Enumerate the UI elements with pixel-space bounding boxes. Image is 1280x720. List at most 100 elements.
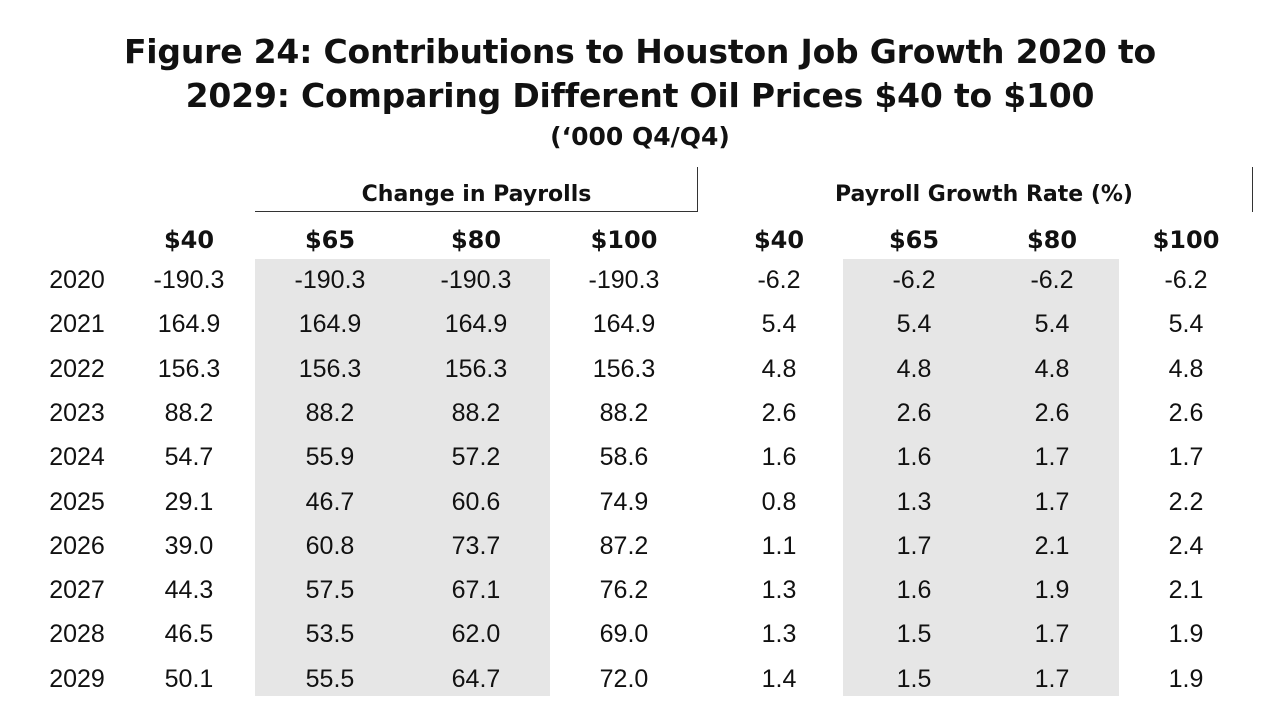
cell-growth-40-2027: 1.3 xyxy=(761,576,797,604)
row-year-2024: 2024 xyxy=(49,443,105,471)
chart-title: Figure 24: Contributions to Houston Job … xyxy=(0,30,1280,154)
col-head-growth-65: $65 xyxy=(888,226,940,254)
cell-payrolls-65-2029: 55.5 xyxy=(305,665,355,693)
group-header-growth: Payroll Growth Rate (%) xyxy=(835,182,1133,207)
row-year-2020: 2020 xyxy=(49,266,105,294)
cell-growth-100-2024: 1.7 xyxy=(1168,443,1204,471)
row-year-2022: 2022 xyxy=(49,355,105,383)
group-header-payrolls: Change in Payrolls xyxy=(361,182,592,207)
payrolls-header-underline xyxy=(255,211,698,212)
cell-payrolls-100-2024: 58.6 xyxy=(599,443,649,471)
cell-payrolls-65-2021: 164.9 xyxy=(298,310,362,338)
row-year-2025: 2025 xyxy=(49,488,105,516)
cell-growth-65-2025: 1.3 xyxy=(896,488,932,516)
cell-payrolls-40-2025: 29.1 xyxy=(164,488,214,516)
cell-growth-40-2029: 1.4 xyxy=(761,665,797,693)
cell-payrolls-100-2020: -190.3 xyxy=(588,266,660,294)
cell-payrolls-65-2020: -190.3 xyxy=(294,266,366,294)
cell-growth-65-2021: 5.4 xyxy=(896,310,932,338)
cell-growth-65-2027: 1.6 xyxy=(896,576,932,604)
cell-growth-80-2025: 1.7 xyxy=(1034,488,1070,516)
cell-payrolls-40-2024: 54.7 xyxy=(164,443,214,471)
col-head-payrolls-100: $100 xyxy=(590,226,658,254)
cell-growth-40-2022: 4.8 xyxy=(761,355,797,383)
row-year-2021: 2021 xyxy=(49,310,105,338)
cell-growth-40-2021: 5.4 xyxy=(761,310,797,338)
cell-growth-100-2022: 4.8 xyxy=(1168,355,1204,383)
cell-growth-40-2026: 1.1 xyxy=(761,532,797,560)
cell-growth-100-2020: -6.2 xyxy=(1164,266,1208,294)
cell-payrolls-40-2021: 164.9 xyxy=(157,310,221,338)
shade-payrolls-65-80 xyxy=(255,259,550,696)
cell-growth-40-2025: 0.8 xyxy=(761,488,797,516)
chart-subtitle: (‘000 Q4/Q4) xyxy=(550,122,730,151)
cell-growth-80-2026: 2.1 xyxy=(1034,532,1070,560)
cell-growth-80-2020: -6.2 xyxy=(1030,266,1074,294)
cell-payrolls-65-2023: 88.2 xyxy=(305,399,355,427)
cell-payrolls-80-2023: 88.2 xyxy=(451,399,501,427)
cell-growth-100-2021: 5.4 xyxy=(1168,310,1204,338)
cell-growth-100-2026: 2.4 xyxy=(1168,532,1204,560)
cell-growth-100-2028: 1.9 xyxy=(1168,620,1204,648)
cell-payrolls-40-2023: 88.2 xyxy=(164,399,214,427)
cell-payrolls-100-2021: 164.9 xyxy=(592,310,656,338)
cell-growth-80-2024: 1.7 xyxy=(1034,443,1070,471)
cell-payrolls-100-2027: 76.2 xyxy=(599,576,649,604)
cell-growth-40-2024: 1.6 xyxy=(761,443,797,471)
cell-payrolls-80-2022: 156.3 xyxy=(444,355,508,383)
cell-payrolls-80-2028: 62.0 xyxy=(451,620,501,648)
cell-growth-65-2020: -6.2 xyxy=(892,266,936,294)
row-year-2026: 2026 xyxy=(49,532,105,560)
shade-growth-65-80 xyxy=(843,259,1119,696)
cell-growth-40-2023: 2.6 xyxy=(761,399,797,427)
cell-payrolls-65-2027: 57.5 xyxy=(305,576,355,604)
cell-payrolls-65-2025: 46.7 xyxy=(305,488,355,516)
cell-growth-40-2020: -6.2 xyxy=(757,266,801,294)
cell-growth-80-2021: 5.4 xyxy=(1034,310,1070,338)
cell-payrolls-100-2022: 156.3 xyxy=(592,355,656,383)
cell-payrolls-80-2029: 64.7 xyxy=(451,665,501,693)
cell-payrolls-100-2026: 87.2 xyxy=(599,532,649,560)
row-year-2028: 2028 xyxy=(49,620,105,648)
cell-payrolls-100-2028: 69.0 xyxy=(599,620,649,648)
cell-payrolls-80-2020: -190.3 xyxy=(440,266,512,294)
cell-payrolls-40-2020: -190.3 xyxy=(153,266,225,294)
cell-payrolls-80-2024: 57.2 xyxy=(451,443,501,471)
cell-payrolls-40-2026: 39.0 xyxy=(164,532,214,560)
cell-growth-65-2024: 1.6 xyxy=(896,443,932,471)
cell-growth-100-2027: 2.1 xyxy=(1168,576,1204,604)
cell-payrolls-40-2028: 46.5 xyxy=(164,620,214,648)
cell-growth-80-2022: 4.8 xyxy=(1034,355,1070,383)
cell-payrolls-40-2022: 156.3 xyxy=(157,355,221,383)
cell-payrolls-65-2024: 55.9 xyxy=(305,443,355,471)
cell-payrolls-100-2029: 72.0 xyxy=(599,665,649,693)
cell-growth-80-2027: 1.9 xyxy=(1034,576,1070,604)
cell-growth-80-2023: 2.6 xyxy=(1034,399,1070,427)
col-head-growth-80: $80 xyxy=(1026,226,1078,254)
cell-growth-80-2029: 1.7 xyxy=(1034,665,1070,693)
cell-payrolls-40-2029: 50.1 xyxy=(164,665,214,693)
cell-growth-65-2028: 1.5 xyxy=(896,620,932,648)
cell-growth-80-2028: 1.7 xyxy=(1034,620,1070,648)
cell-growth-100-2029: 1.9 xyxy=(1168,665,1204,693)
cell-payrolls-100-2023: 88.2 xyxy=(599,399,649,427)
cell-payrolls-100-2025: 74.9 xyxy=(599,488,649,516)
cell-payrolls-65-2026: 60.8 xyxy=(305,532,355,560)
growth-header-divider xyxy=(1252,167,1253,212)
cell-growth-40-2028: 1.3 xyxy=(761,620,797,648)
title-line-1: Figure 24: Contributions to Houston Job … xyxy=(123,32,1157,71)
payrolls-header-divider xyxy=(697,167,698,212)
col-head-payrolls-80: $80 xyxy=(450,226,502,254)
cell-payrolls-80-2026: 73.7 xyxy=(451,532,501,560)
row-year-2029: 2029 xyxy=(49,665,105,693)
cell-payrolls-40-2027: 44.3 xyxy=(164,576,214,604)
cell-growth-65-2026: 1.7 xyxy=(896,532,932,560)
title-line-2: 2029: Comparing Different Oil Prices $40… xyxy=(185,76,1095,115)
cell-growth-65-2023: 2.6 xyxy=(896,399,932,427)
col-head-payrolls-40: $40 xyxy=(163,226,215,254)
row-year-2027: 2027 xyxy=(49,576,105,604)
col-head-growth-100: $100 xyxy=(1152,226,1220,254)
row-year-2023: 2023 xyxy=(49,399,105,427)
cell-growth-100-2023: 2.6 xyxy=(1168,399,1204,427)
cell-payrolls-65-2028: 53.5 xyxy=(305,620,355,648)
